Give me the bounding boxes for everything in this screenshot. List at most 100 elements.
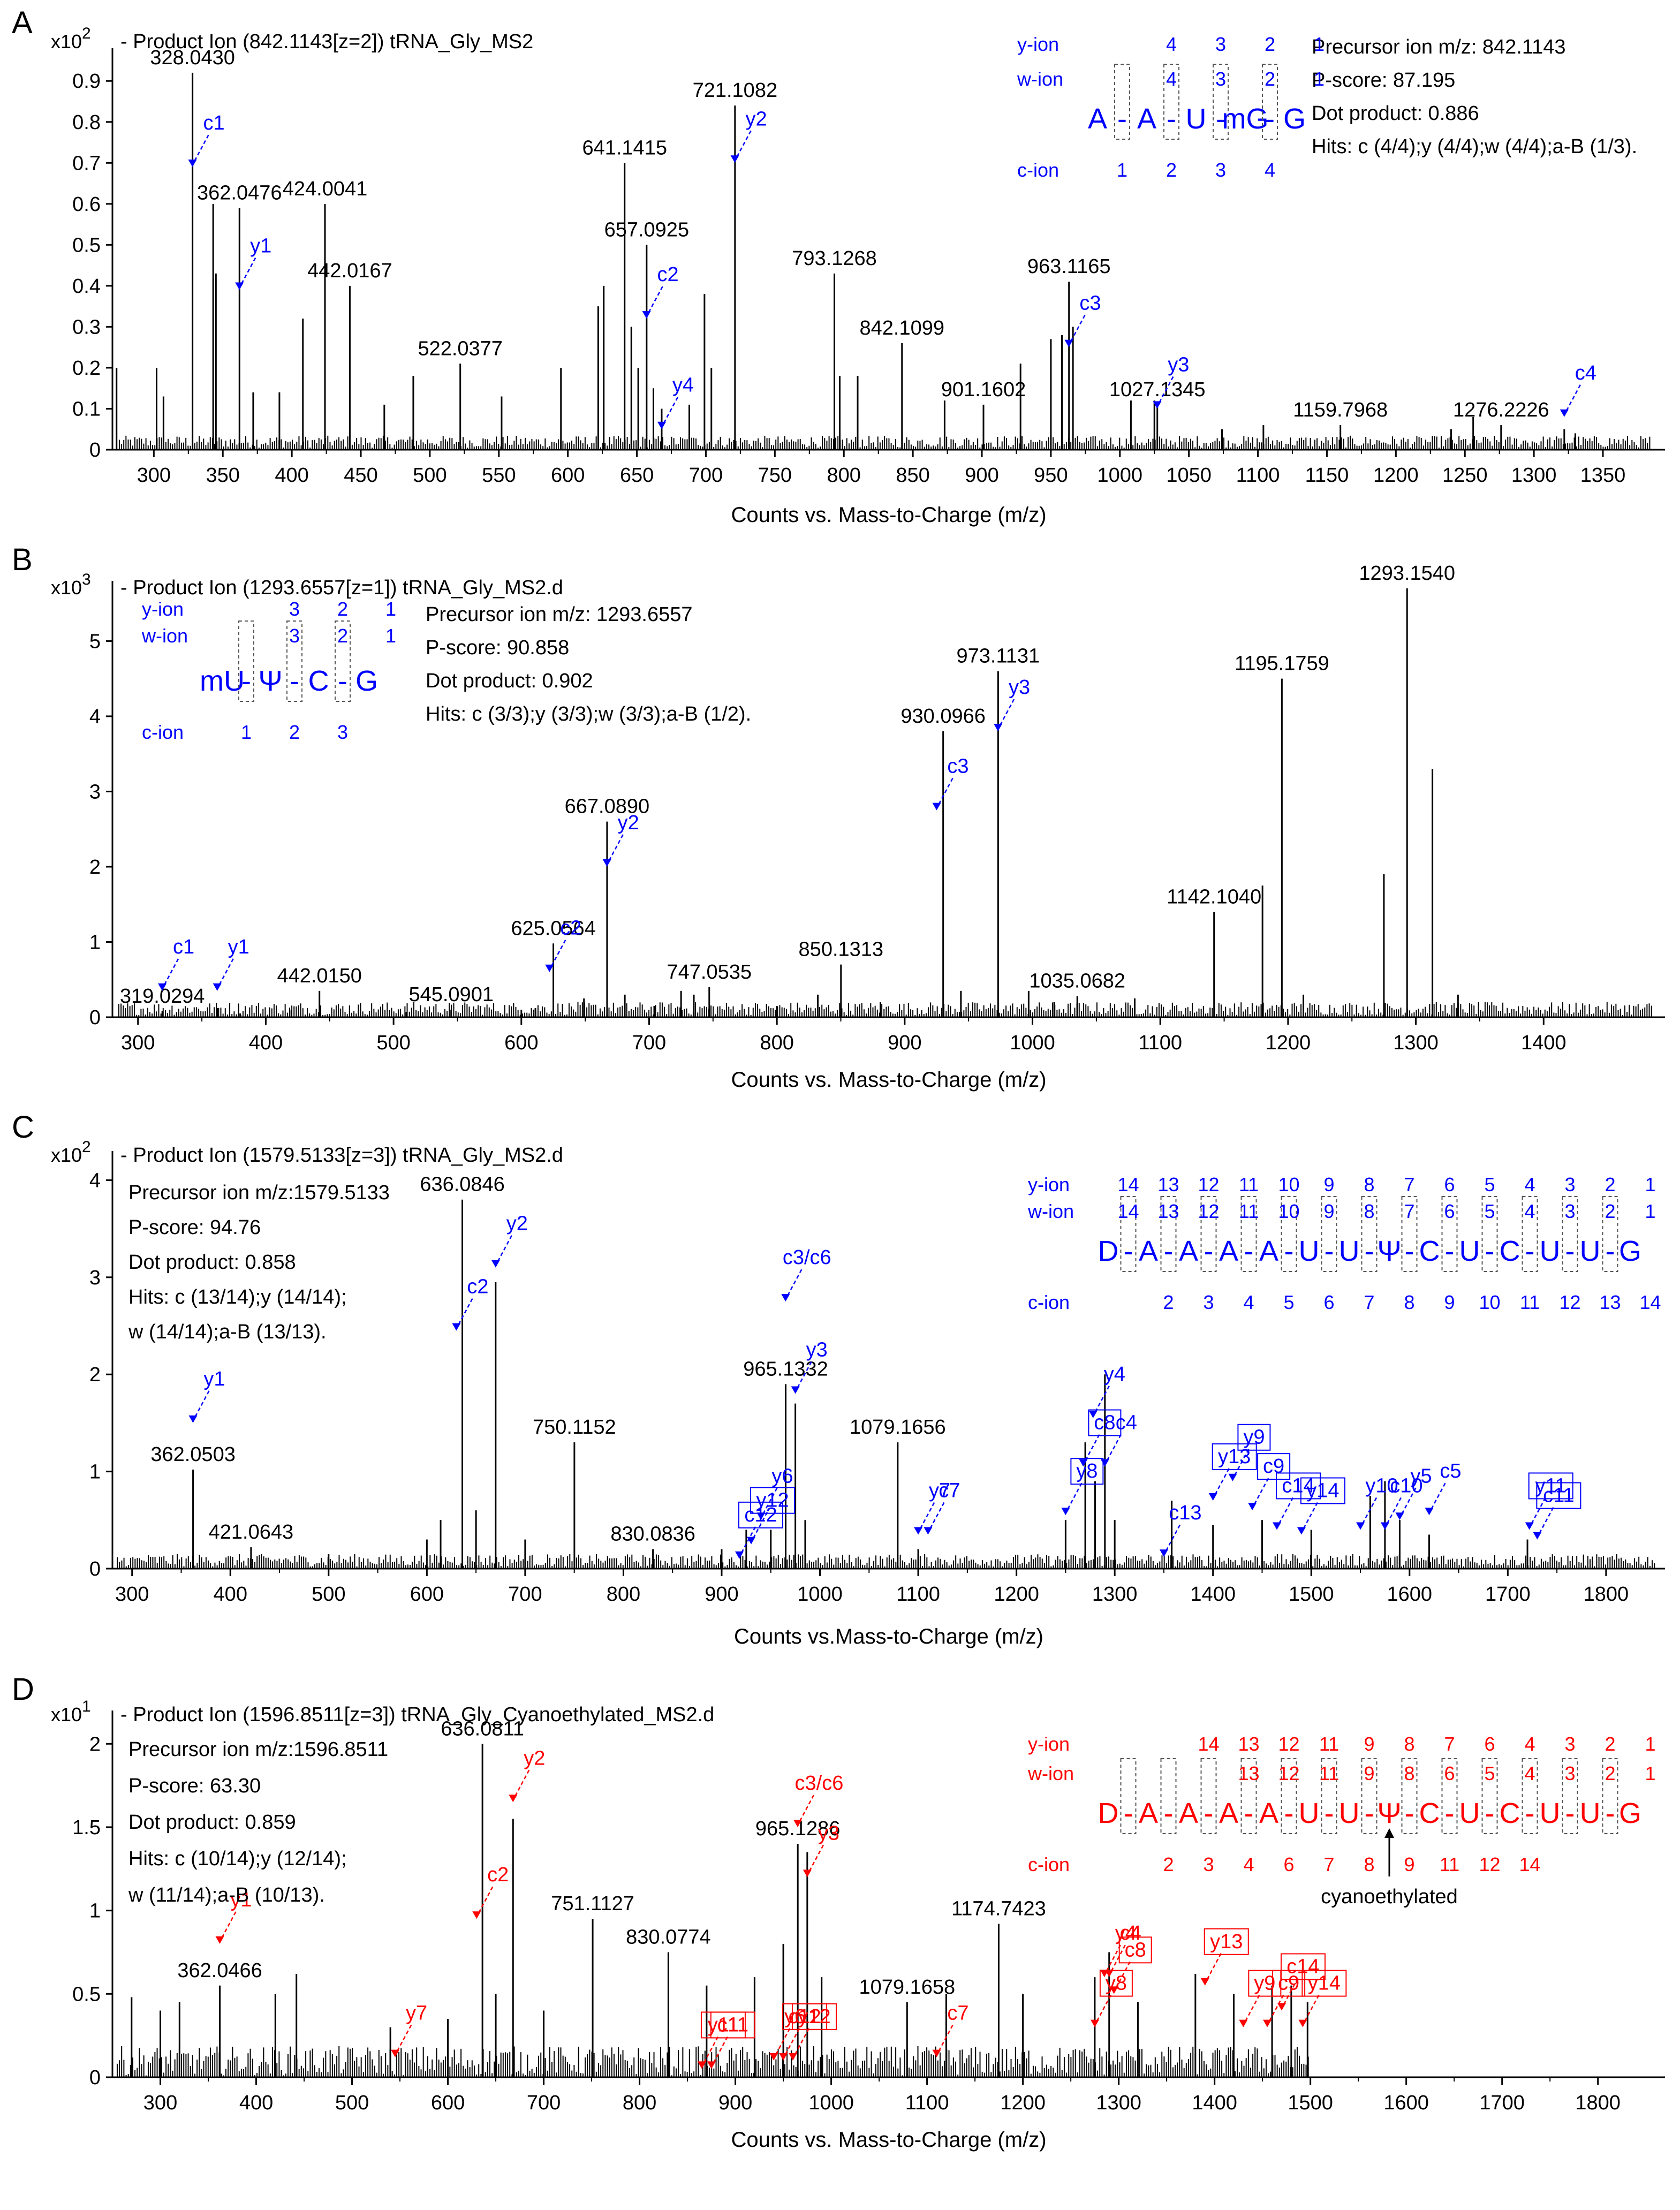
cleavage-box (335, 620, 351, 702)
ion-label-box (1118, 1936, 1152, 1964)
sequence-residue: D (1098, 1235, 1119, 1267)
ion-arrowhead (1104, 1970, 1114, 1978)
ion-arrowhead (1395, 1512, 1404, 1520)
w-ion-number: 2 (1265, 68, 1275, 90)
w-ion-number: 3 (1564, 1762, 1575, 1784)
sequence-residue: A (1137, 103, 1156, 135)
sequence-bond: - (1124, 1235, 1133, 1267)
peak-mz-label: 830.0836 (610, 1523, 695, 1546)
w-ion-number: 12 (1198, 1200, 1219, 1222)
x-tick-label: 350 (206, 464, 240, 487)
peak-mz-label: 830.0774 (626, 1926, 711, 1948)
x-tick-label: 950 (1034, 464, 1068, 487)
ion-label-c2: c2 (487, 1864, 509, 1886)
ion-arrowhead (545, 964, 554, 972)
sequence-bond: - (1525, 1797, 1535, 1829)
sequence-residue: U (1339, 1235, 1360, 1267)
cleavage-box (1321, 1758, 1337, 1834)
ion-label-y9: y9 (1243, 1426, 1265, 1449)
x-tick-label: 800 (760, 1032, 793, 1054)
ion-label-c5: c5 (1440, 1460, 1461, 1482)
y-ion-number: 14 (1117, 1174, 1139, 1195)
sequence-residue: A (1259, 1797, 1278, 1829)
ion-arrowhead (509, 1795, 518, 1803)
y-tick-label: 0.2 (72, 357, 101, 380)
c-ion-number: 3 (1215, 159, 1226, 181)
x-tick-label: 300 (137, 464, 171, 487)
y-ion-number: 1 (385, 598, 396, 620)
panel-title: - Product Ion (1293.6557[z=1]) tRNA_Gly_… (120, 577, 563, 599)
cleavage-box (1213, 64, 1229, 140)
ion-label-y2: y2 (524, 1747, 545, 1769)
x-tick-label: 600 (410, 1583, 444, 1606)
x-axis-label: Counts vs. Mass-to-Charge (m/z) (731, 1068, 1046, 1092)
x-tick-label: 750 (758, 464, 792, 487)
y-ion-number: 2 (1605, 1174, 1615, 1195)
ion-label-y2: y2 (618, 812, 639, 834)
peak-mz-label: 424.0041 (283, 178, 368, 200)
peak-mz-label: 842.1099 (860, 317, 945, 339)
baseline-noise (118, 435, 1651, 450)
w-ion-number: 9 (1364, 1762, 1374, 1784)
ion-arrowhead (791, 1386, 800, 1394)
w-ion-number: 14 (1117, 1200, 1139, 1222)
peak-mz-label: 1195.1759 (1235, 653, 1329, 675)
ion-arrowhead (788, 2053, 797, 2061)
y-ion-number: 2 (337, 598, 348, 620)
x-tick-label: 1500 (1288, 2092, 1333, 2114)
ion-label-y2: y2 (506, 1213, 528, 1235)
y-ion-number: 1 (1314, 33, 1325, 55)
sequence-bond: - (1325, 1235, 1334, 1267)
ion-label-box (750, 1487, 796, 1514)
sequence-bond: - (1204, 1797, 1214, 1829)
ion-label-y4: y4 (1104, 1363, 1125, 1386)
ion-label-box (1248, 1970, 1282, 1997)
c-ion-number: 14 (1639, 1291, 1661, 1313)
sequence-bond: - (1244, 1797, 1254, 1829)
peak-mz-label: 625.0564 (511, 917, 596, 940)
x-tick-label: 850 (896, 464, 929, 487)
x-tick-label: 700 (689, 464, 723, 487)
sequence-residue: A (1139, 1235, 1158, 1267)
y-scale-exponent: 2 (82, 1138, 91, 1156)
x-tick-label: 1150 (1305, 464, 1349, 487)
ion-arrowhead (1153, 401, 1162, 409)
ion-arrowhead (1273, 1522, 1281, 1530)
sequence-bond: - (1485, 1235, 1495, 1267)
y-ion-number: 1 (1645, 1174, 1655, 1195)
info-line: Hits: c (3/3);y (3/3);w (3/3);a-B (1/2). (426, 703, 751, 725)
x-tick-label: 1400 (1192, 2092, 1237, 2114)
w-ion-number: 10 (1278, 1200, 1299, 1222)
w-ion-number: 3 (1215, 68, 1226, 90)
sequence-residue: A (1259, 1235, 1278, 1267)
ion-label-y1: y1 (203, 1368, 225, 1390)
ion-arrowhead (491, 1260, 500, 1268)
sequence-bond: - (1164, 1235, 1174, 1267)
info-line: Precursor ion m/z: 842.1143 (1312, 36, 1566, 58)
w-ion-number: 6 (1444, 1762, 1455, 1784)
sequence-residue: C (1419, 1797, 1440, 1829)
peak-mz-label: 793.1268 (792, 247, 877, 270)
y-tick-label: 2 (89, 1364, 101, 1386)
peak-mz-label: 850.1313 (799, 939, 884, 961)
y-tick-label: 4 (89, 706, 101, 728)
ion-label-y7: y7 (406, 2002, 427, 2025)
y-tick-label: 1 (89, 1900, 101, 1923)
cleavage-box (1240, 1758, 1257, 1834)
c-ion-number: 4 (1243, 1853, 1254, 1875)
y-tick-label: 0.7 (72, 152, 101, 175)
x-tick-label: 400 (275, 464, 308, 487)
y-tick-label: 0 (89, 1006, 101, 1029)
info-line: w (14/14);a-B (13/13). (128, 1321, 327, 1343)
w-ion-number: 8 (1404, 1762, 1414, 1784)
y-tick-label: 3 (89, 1267, 101, 1289)
ion-label-y4: y4 (1115, 1922, 1137, 1944)
peak-mz-label: 965.1332 (743, 1358, 828, 1380)
ion-arrowhead (994, 724, 1003, 732)
info-line: Dot product: 0.859 (128, 1811, 296, 1834)
peak-mz-label: 636.0811 (441, 1717, 524, 1740)
x-tick-label: 1000 (797, 1583, 843, 1606)
peak-mz-label: 901.1602 (941, 379, 1026, 401)
